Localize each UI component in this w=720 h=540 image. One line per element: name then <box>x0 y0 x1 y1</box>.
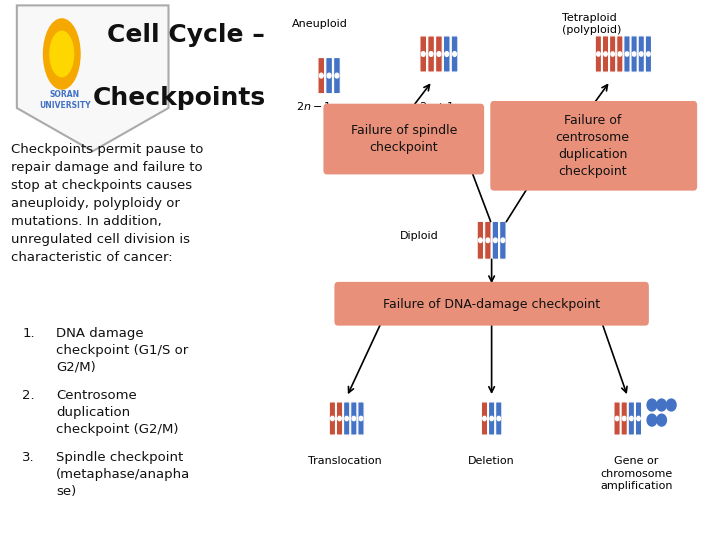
Text: Diploid: Diploid <box>400 231 439 241</box>
FancyBboxPatch shape <box>420 36 426 72</box>
Circle shape <box>667 399 676 411</box>
Circle shape <box>486 238 490 242</box>
Circle shape <box>629 416 633 421</box>
FancyBboxPatch shape <box>325 58 333 93</box>
Circle shape <box>421 52 426 56</box>
FancyBboxPatch shape <box>621 402 627 435</box>
FancyBboxPatch shape <box>485 221 491 259</box>
Circle shape <box>632 52 636 56</box>
Text: 2.: 2. <box>22 389 35 402</box>
Circle shape <box>490 416 493 421</box>
Circle shape <box>320 73 323 78</box>
Text: 1.: 1. <box>22 327 35 340</box>
Circle shape <box>43 19 80 89</box>
Circle shape <box>352 416 356 421</box>
Text: Spindle checkpoint
(metaphase/anapha
se): Spindle checkpoint (metaphase/anapha se) <box>56 451 190 498</box>
FancyBboxPatch shape <box>343 402 350 435</box>
Circle shape <box>618 52 621 56</box>
FancyBboxPatch shape <box>444 36 450 72</box>
FancyBboxPatch shape <box>323 104 484 174</box>
FancyBboxPatch shape <box>358 402 364 435</box>
FancyBboxPatch shape <box>595 36 601 72</box>
Circle shape <box>497 416 500 421</box>
Circle shape <box>493 238 498 242</box>
Text: Translocation: Translocation <box>307 456 382 467</box>
FancyBboxPatch shape <box>351 402 357 435</box>
Text: Deletion: Deletion <box>468 456 515 467</box>
Circle shape <box>657 414 667 426</box>
Circle shape <box>647 52 650 56</box>
Circle shape <box>636 416 640 421</box>
FancyBboxPatch shape <box>614 402 620 435</box>
Circle shape <box>604 52 607 56</box>
FancyBboxPatch shape <box>333 58 341 93</box>
Circle shape <box>647 399 657 411</box>
Circle shape <box>479 238 482 242</box>
Text: SORAN
UNIVERSITY: SORAN UNIVERSITY <box>39 90 91 110</box>
Circle shape <box>623 416 626 421</box>
FancyBboxPatch shape <box>318 58 325 93</box>
Text: $2n+1$: $2n+1$ <box>419 100 455 112</box>
Circle shape <box>639 52 643 56</box>
Circle shape <box>445 52 449 56</box>
FancyBboxPatch shape <box>624 36 630 72</box>
Circle shape <box>625 52 629 56</box>
Circle shape <box>647 414 657 426</box>
FancyBboxPatch shape <box>451 36 458 72</box>
FancyBboxPatch shape <box>490 101 697 191</box>
Polygon shape <box>17 5 168 151</box>
Circle shape <box>611 52 614 56</box>
FancyBboxPatch shape <box>638 36 644 72</box>
Circle shape <box>482 416 486 421</box>
Text: Failure of spindle
checkpoint: Failure of spindle checkpoint <box>351 124 457 154</box>
FancyBboxPatch shape <box>631 36 637 72</box>
Text: $2n-1$: $2n-1$ <box>296 100 332 112</box>
Circle shape <box>359 416 363 421</box>
FancyBboxPatch shape <box>477 221 484 259</box>
FancyBboxPatch shape <box>645 36 652 72</box>
FancyBboxPatch shape <box>492 221 498 259</box>
FancyBboxPatch shape <box>428 36 434 72</box>
Circle shape <box>501 238 505 242</box>
Circle shape <box>437 52 441 56</box>
FancyBboxPatch shape <box>603 36 608 72</box>
Circle shape <box>453 52 456 56</box>
Text: 3.: 3. <box>22 451 35 464</box>
Circle shape <box>597 52 600 56</box>
FancyBboxPatch shape <box>635 402 642 435</box>
Circle shape <box>657 399 667 411</box>
Circle shape <box>50 31 73 77</box>
Circle shape <box>429 52 433 56</box>
Circle shape <box>616 416 618 421</box>
Circle shape <box>330 416 334 421</box>
Text: Aneuploid: Aneuploid <box>292 19 348 29</box>
Circle shape <box>335 73 339 78</box>
FancyBboxPatch shape <box>610 36 616 72</box>
FancyBboxPatch shape <box>482 402 487 435</box>
Text: Checkpoints: Checkpoints <box>93 86 266 110</box>
Text: Checkpoints permit pause to
repair damage and failure to
stop at checkpoints cau: Checkpoints permit pause to repair damag… <box>12 143 204 264</box>
Text: Centrosome
duplication
checkpoint (G2/M): Centrosome duplication checkpoint (G2/M) <box>56 389 179 436</box>
Text: Tetraploid
(polyploid): Tetraploid (polyploid) <box>562 13 621 36</box>
FancyBboxPatch shape <box>500 221 506 259</box>
Circle shape <box>327 73 331 78</box>
FancyBboxPatch shape <box>436 36 442 72</box>
FancyBboxPatch shape <box>488 402 495 435</box>
FancyBboxPatch shape <box>617 36 623 72</box>
FancyBboxPatch shape <box>329 402 336 435</box>
Text: DNA damage
checkpoint (G1/S or
G2/M): DNA damage checkpoint (G1/S or G2/M) <box>56 327 189 374</box>
FancyBboxPatch shape <box>495 402 502 435</box>
Circle shape <box>345 416 348 421</box>
Text: Failure of
centrosome
duplication
checkpoint: Failure of centrosome duplication checkp… <box>556 114 629 178</box>
FancyBboxPatch shape <box>629 402 634 435</box>
Circle shape <box>338 416 341 421</box>
FancyBboxPatch shape <box>334 282 649 326</box>
Text: Failure of DNA-damage checkpoint: Failure of DNA-damage checkpoint <box>383 298 600 310</box>
FancyBboxPatch shape <box>336 402 343 435</box>
Text: Cell Cycle –: Cell Cycle – <box>107 23 264 47</box>
Text: Gene or
chromosome
amplification: Gene or chromosome amplification <box>600 456 672 491</box>
